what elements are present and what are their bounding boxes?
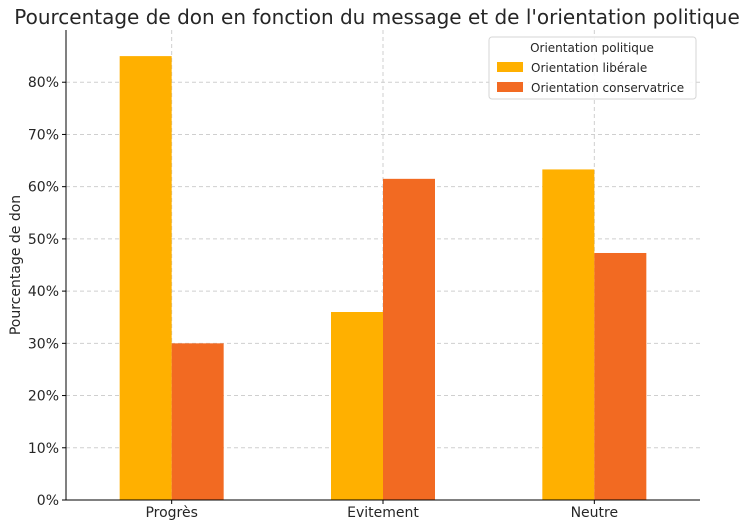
legend-entry-label: Orientation conservatrice bbox=[531, 81, 684, 95]
legend-swatch bbox=[497, 82, 523, 92]
y-tick-label: 70% bbox=[28, 127, 59, 143]
y-axis-label: Pourcentage de don bbox=[8, 195, 24, 335]
x-tick-labels: Progrès Evitement Neutre bbox=[145, 500, 618, 521]
y-tick-label: 0% bbox=[37, 493, 59, 509]
y-tick-label: 20% bbox=[28, 389, 59, 405]
y-tick-label: 80% bbox=[28, 75, 59, 91]
bar-liberale-1 bbox=[331, 312, 383, 500]
legend-entry-label: Orientation libérale bbox=[531, 61, 647, 75]
y-tick-label: 60% bbox=[28, 180, 59, 196]
bar-liberale-0 bbox=[119, 56, 172, 500]
legend: Orientation politique Orientation libéra… bbox=[488, 36, 697, 100]
legend-box bbox=[488, 36, 697, 100]
bar-conservatrice-0 bbox=[171, 343, 224, 500]
bar-conservatrice-2 bbox=[594, 252, 647, 500]
bar-conservatrice-1 bbox=[383, 178, 435, 501]
legend-title: Orientation politique bbox=[530, 41, 654, 55]
x-tick-label: Neutre bbox=[571, 505, 619, 521]
x-tick-label: Evitement bbox=[347, 505, 419, 521]
y-tick-labels: 0% 10% 20% 30% 40% 50% 60% 70% 80% bbox=[28, 75, 66, 509]
legend-swatch bbox=[497, 62, 523, 72]
y-tick-label: 50% bbox=[28, 232, 59, 248]
y-tick-label: 10% bbox=[28, 441, 59, 457]
bars bbox=[119, 56, 647, 501]
x-tick-label: Progrès bbox=[145, 505, 197, 521]
y-tick-label: 30% bbox=[28, 336, 59, 352]
legend-entries: Orientation libérale Orientation conserva… bbox=[497, 61, 684, 95]
chart-title: Pourcentage de don en fonction du messag… bbox=[14, 5, 740, 29]
bar-liberale-2 bbox=[542, 169, 595, 500]
y-tick-label: 40% bbox=[28, 284, 59, 300]
